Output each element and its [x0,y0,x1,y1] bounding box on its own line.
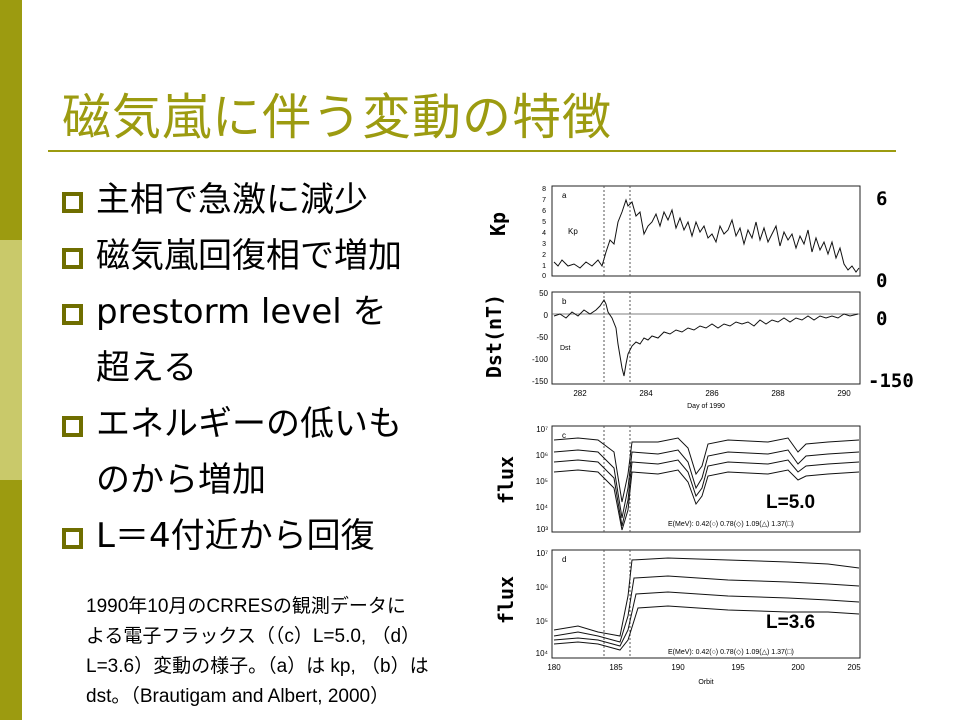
orbit-tick-label: 185 [609,663,623,672]
kp-tick-label: 0 [542,273,546,280]
kp-max-label: 6 [876,188,888,210]
sidebar-accent-top [0,0,22,240]
bullet-text: 磁気嵐回復相で増加 [96,236,402,276]
flux-tick-label: 10⁴ [536,649,549,658]
day-tick-label: 286 [705,389,719,398]
dst-ticks: 50 0 -50 -100 -150 [532,289,549,386]
square-bullet-icon [62,528,83,549]
bullet-item: 主相で急激に減少 [62,172,492,228]
flux-tick-label: 10³ [536,525,548,534]
kp-min-label: 0 [876,270,888,292]
panel-d-tag: d [562,555,566,564]
dst-tick-label: -50 [536,333,548,342]
dst-axis-label: Dst(nT) [482,293,507,379]
dst-inner-axis-label: Dst [560,345,571,352]
kp-tick-label: 4 [542,230,546,237]
orbit-tick-label: 190 [671,663,685,672]
title-underline [48,150,896,152]
sidebar-accent-middle [0,240,22,480]
panel-a-tag: a [562,191,567,200]
kp-tick-label: 3 [542,241,546,248]
flux-axis-label-d: flux [494,575,519,625]
bullet-text: エネルギーの低いも のから増加 [96,404,402,500]
bullet-text: 主相で急激に減少 [96,180,368,220]
kp-tick-label: 6 [542,208,546,215]
panel-c-tag: c [562,431,566,440]
orbit-ticks: 180 185 190 195 200 205 [547,663,861,672]
l-value-label-c: L=5.0 [766,492,815,513]
figure-caption: 1990年10月のCRRESの観測データに よる電子フラックス（（c）L=5.0… [86,596,429,707]
kp-tick-label: 7 [542,197,546,204]
day-tick-label: 282 [573,389,587,398]
flux-tick-label: 10⁵ [536,617,548,626]
day-tick-label: 290 [837,389,851,398]
flux-panel-l5: 10⁷ 10⁶ 10⁵ 10⁴ 10³ c E(MeV): 0.42(○) 0.… [536,425,861,534]
bullet-list: 主相で急激に減少 磁気嵐回復相で増加 prestorm level を 超える … [62,172,492,564]
flux-axis-label-c: flux [494,455,519,505]
flux-ticks-d: 10⁷ 10⁶ 10⁵ 10⁴ [536,549,549,658]
sidebar-accent-bottom [0,480,22,720]
square-bullet-icon [62,192,83,213]
flux-tick-label: 10⁴ [536,503,549,512]
energy-legend-d: E(MeV): 0.42(○) 0.78(◇) 1.09(△) 1.37(□) [668,649,794,656]
bullet-item: L＝4付近から回復 [62,508,492,564]
observation-figure: Kp Dst(nT) flux flux 6 0 0 -150 8 7 6 5 … [482,172,944,712]
bullet-text: L＝4付近から回復 [96,516,375,556]
kp-tick-label: 1 [542,263,546,270]
kp-inner-axis-label: Kp [568,227,578,236]
dst-tick-label: -150 [532,377,549,386]
dst-tick-label: 50 [539,289,548,298]
orbit-tick-label: 180 [547,663,561,672]
kp-panel: 8 7 6 5 4 3 2 1 0 Kp a [542,185,861,280]
day-axis-label: Day of 1990 [687,403,725,410]
flux-tick-label: 10⁵ [536,477,548,486]
energy-legend-c: E(MeV): 0.42(○) 0.78(◇) 1.09(△) 1.37(□) [668,521,794,528]
kp-axis-label: Kp [486,211,511,237]
square-bullet-icon [62,248,83,269]
orbit-axis-label: Orbit [698,679,713,686]
day-tick-label: 288 [771,389,785,398]
bullet-item: prestorm level を 超える [62,284,492,396]
dst-min-label: -150 [868,370,914,392]
flux-panel-l36: 10⁷ 10⁶ 10⁵ 10⁴ d E(MeV): 0.42(○) 0.78(◇… [536,549,862,686]
bullet-item: エネルギーの低いも のから増加 [62,396,492,508]
square-bullet-icon [62,304,83,325]
orbit-tick-label: 200 [791,663,805,672]
slide-title: 磁気嵐に伴う変動の特徴 [62,89,613,146]
kp-tick-label: 8 [542,186,546,193]
dst-tick-label: -100 [532,355,549,364]
day-ticks: 282 284 286 288 290 [573,389,851,398]
day-tick-label: 284 [639,389,653,398]
square-bullet-icon [62,416,83,437]
panel-b-tag: b [562,297,567,306]
flux-ticks-c: 10⁷ 10⁶ 10⁵ 10⁴ 10³ [536,425,549,534]
flux-tick-label: 10⁷ [536,425,548,434]
flux-tick-label: 10⁷ [536,549,548,558]
kp-ticks: 8 7 6 5 4 3 2 1 0 [542,186,546,280]
flux-tick-label: 10⁶ [536,583,548,592]
kp-tick-label: 5 [542,219,546,226]
flux-tick-label: 10⁶ [536,451,548,460]
dst-tick-label: 0 [544,311,549,320]
dst-zero-label: 0 [876,308,888,330]
orbit-tick-label: 195 [731,663,745,672]
orbit-tick-label: 205 [847,663,861,672]
bullet-text: prestorm level を 超える [96,292,387,388]
l-value-label-d: L=3.6 [766,612,815,633]
dst-panel: 50 0 -50 -100 -150 Dst b 282 284 286 288… [532,289,861,410]
bullet-item: 磁気嵐回復相で増加 [62,228,492,284]
kp-tick-label: 2 [542,252,546,259]
